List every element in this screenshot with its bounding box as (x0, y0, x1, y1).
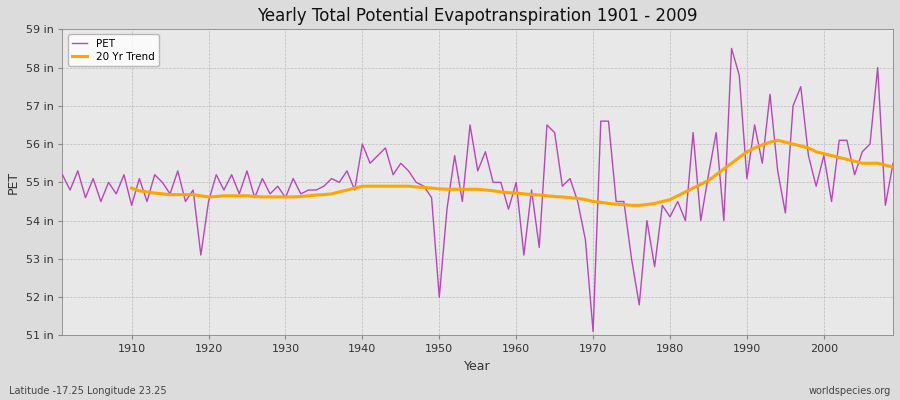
Title: Yearly Total Potential Evapotranspiration 1901 - 2009: Yearly Total Potential Evapotranspiratio… (257, 7, 698, 25)
PET (57, 172, 68, 177)
PET (511, 180, 522, 185)
20 Yr Trend (865, 161, 876, 166)
PET (334, 180, 345, 185)
Legend: PET, 20 Yr Trend: PET, 20 Yr Trend (68, 34, 158, 66)
Text: Latitude -17.25 Longitude 23.25: Latitude -17.25 Longitude 23.25 (9, 386, 166, 396)
PET (119, 172, 130, 177)
Line: PET: PET (62, 48, 893, 332)
20 Yr Trend (518, 192, 529, 196)
PET (288, 176, 299, 181)
Y-axis label: PET: PET (7, 171, 20, 194)
20 Yr Trend (772, 138, 783, 143)
20 Yr Trend (303, 193, 314, 198)
PET (588, 329, 598, 334)
20 Yr Trend (842, 157, 852, 162)
20 Yr Trend (626, 203, 637, 208)
PET (503, 207, 514, 212)
PET (887, 161, 898, 166)
20 Yr Trend (887, 165, 898, 170)
Line: 20 Yr Trend: 20 Yr Trend (131, 140, 893, 205)
20 Yr Trend (273, 194, 284, 199)
20 Yr Trend (580, 197, 590, 202)
Text: worldspecies.org: worldspecies.org (809, 386, 891, 396)
X-axis label: Year: Year (464, 360, 491, 373)
PET (726, 46, 737, 51)
PET (611, 199, 622, 204)
20 Yr Trend (126, 186, 137, 190)
